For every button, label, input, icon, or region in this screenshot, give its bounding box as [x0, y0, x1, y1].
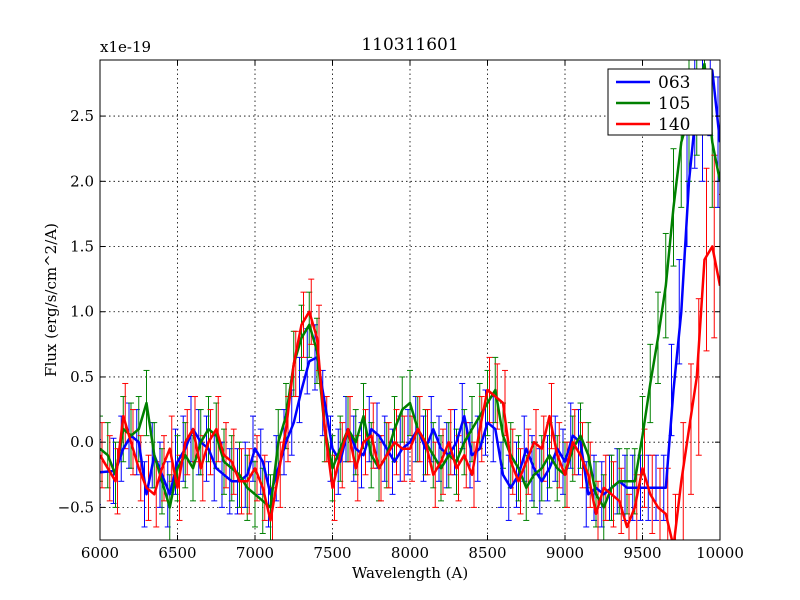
legend-label-105: 105	[658, 94, 690, 114]
x-axis-ticks: 6000 6500 7000 7500 8000 8500 9000 9500 10000	[81, 60, 744, 562]
x-axis-label: Wavelength (A)	[352, 564, 468, 582]
x-tick-label: 7000	[236, 544, 274, 562]
legend-label-140: 140	[658, 115, 690, 135]
x-tick-label: 7500	[313, 544, 351, 562]
y-offset-label: x1e-19	[100, 38, 151, 56]
x-tick-label: 6000	[81, 544, 119, 562]
x-tick-label: 8000	[391, 544, 429, 562]
y-tick-label: 1.0	[70, 303, 94, 321]
series-lines	[100, 62, 720, 540]
y-tick-label: 0.5	[70, 368, 94, 386]
y-tick-label: 2.5	[70, 107, 94, 125]
x-tick-label: 10000	[696, 544, 744, 562]
x-tick-label: 9500	[623, 544, 661, 562]
series-line-105	[100, 62, 720, 509]
y-axis-ticks: −0.5 0.0 0.5 1.0 1.5 2.0 2.5	[58, 107, 720, 516]
y-tick-label: −0.5	[58, 498, 94, 516]
y-tick-label: 2.0	[70, 172, 94, 190]
chart-title: 110311601	[361, 35, 458, 55]
y-tick-label: 0.0	[70, 433, 94, 451]
y-axis-label: Flux (erg/s/cm^2/A)	[42, 223, 60, 377]
legend-label-063: 063	[658, 73, 690, 93]
y-tick-label: 1.5	[70, 238, 94, 256]
x-tick-label: 9000	[546, 544, 584, 562]
series-line-140	[100, 245, 720, 540]
x-tick-label: 8500	[468, 544, 506, 562]
x-tick-label: 6500	[158, 544, 196, 562]
